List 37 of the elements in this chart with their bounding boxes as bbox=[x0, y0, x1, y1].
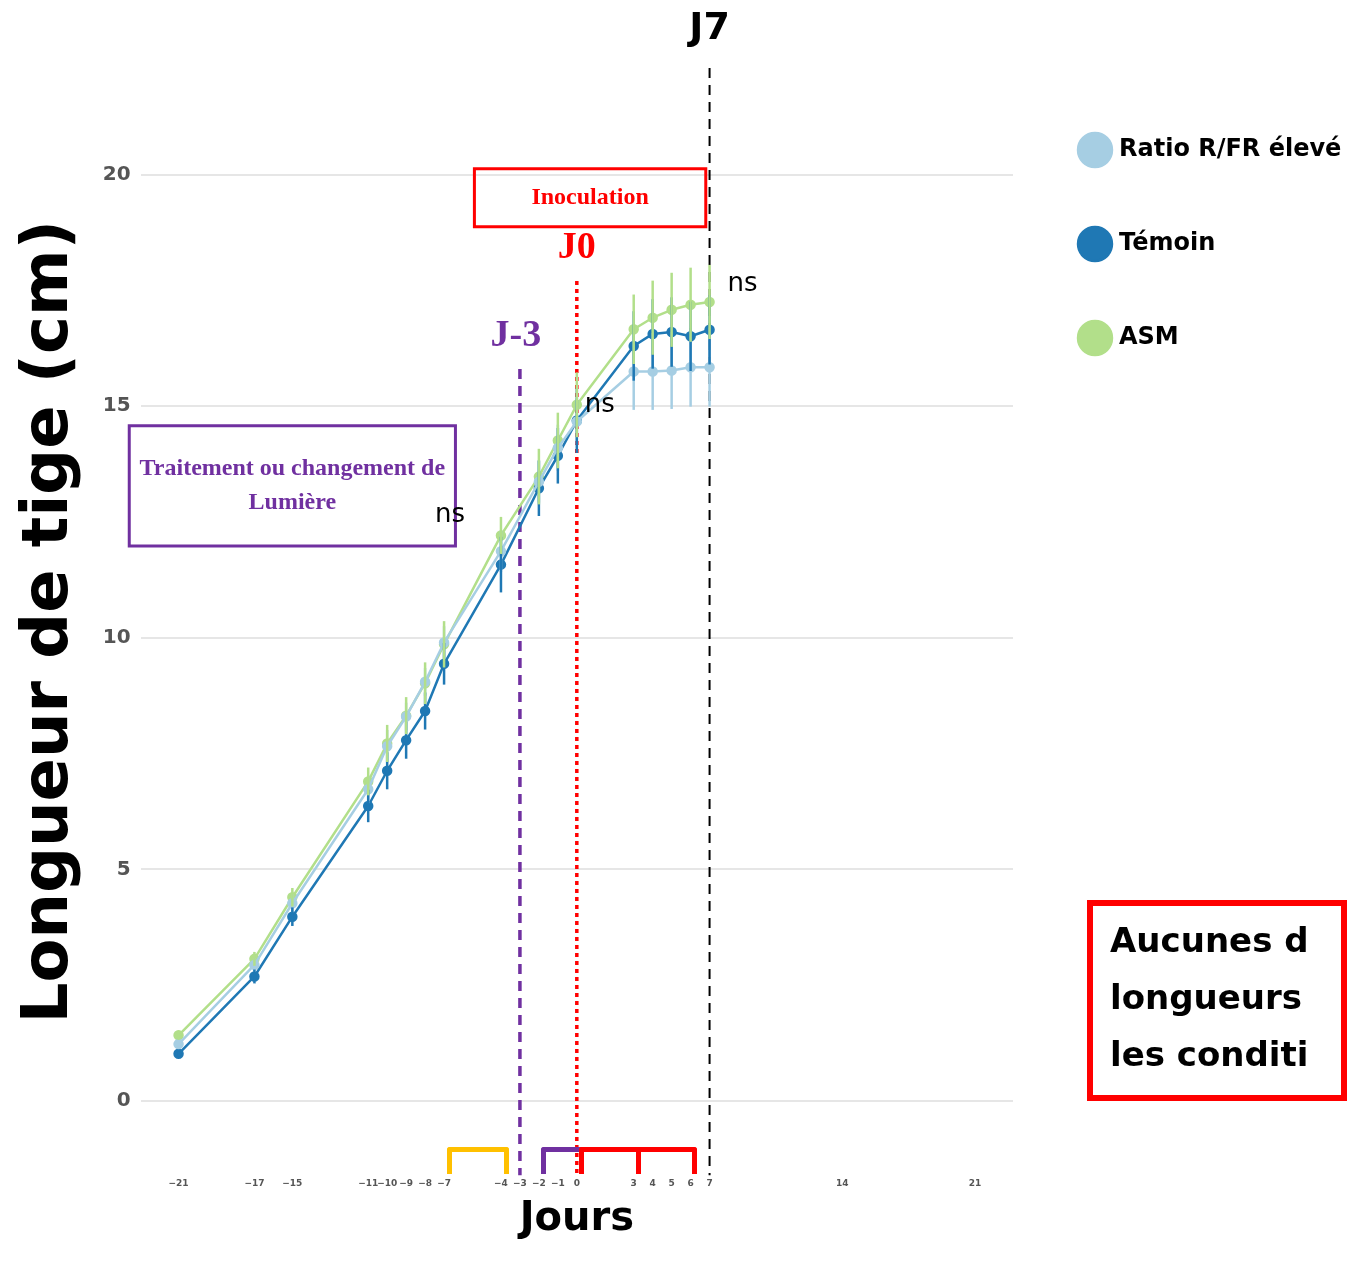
legend-label: Ratio R/FR élevé bbox=[1119, 134, 1342, 163]
y-tick-label: 5 bbox=[116, 855, 131, 880]
x-tick-label: 21 bbox=[968, 1177, 982, 1188]
x-tick-label: 3 bbox=[630, 1177, 637, 1188]
annotation: ns bbox=[584, 387, 615, 418]
x-tick-label: −17 bbox=[244, 1177, 265, 1188]
legend-label: Témoin bbox=[1119, 228, 1216, 257]
legend-label: ASM bbox=[1119, 322, 1179, 351]
y-tick-label: 10 bbox=[102, 624, 131, 649]
y-tick-label: 20 bbox=[102, 160, 131, 185]
x-tick-label: −4 bbox=[494, 1177, 508, 1188]
x-tick-label: 7 bbox=[706, 1177, 713, 1188]
ref-line-label: J7 bbox=[686, 3, 730, 48]
x-tick-label: −9 bbox=[399, 1177, 414, 1188]
text: Aucunes d longueurs les conditi bbox=[1110, 920, 1309, 1075]
y-axis-title: Longueur de tige (cm) bbox=[8, 220, 83, 1024]
annotation: ns bbox=[727, 266, 758, 297]
x-tick-label: −2 bbox=[531, 1177, 546, 1188]
x-tick-label: 14 bbox=[836, 1177, 849, 1188]
x-tick-label: 4 bbox=[649, 1177, 656, 1188]
x-tick-label: −8 bbox=[418, 1177, 433, 1188]
x-tick-label: 5 bbox=[668, 1177, 675, 1188]
x-tick-label: −21 bbox=[168, 1177, 189, 1188]
x-tick-label: −11 bbox=[358, 1177, 379, 1188]
ref-line-label: J0 bbox=[557, 223, 596, 266]
x-tick-label: −10 bbox=[377, 1177, 398, 1188]
x-axis-title: Jours bbox=[516, 1193, 634, 1240]
x-tick-label: 0 bbox=[573, 1177, 580, 1188]
x-tick-label: −1 bbox=[550, 1177, 565, 1188]
x-tick-label: −15 bbox=[282, 1177, 303, 1188]
x-tick-label: −7 bbox=[437, 1177, 451, 1188]
annotation: Inoculation bbox=[531, 182, 649, 209]
x-tick-label: −3 bbox=[513, 1177, 527, 1188]
y-tick-label: 0 bbox=[116, 1087, 131, 1112]
y-tick-label: 15 bbox=[102, 392, 131, 417]
ref-line-label: J-3 bbox=[490, 311, 542, 354]
x-tick-label: 6 bbox=[687, 1177, 694, 1188]
